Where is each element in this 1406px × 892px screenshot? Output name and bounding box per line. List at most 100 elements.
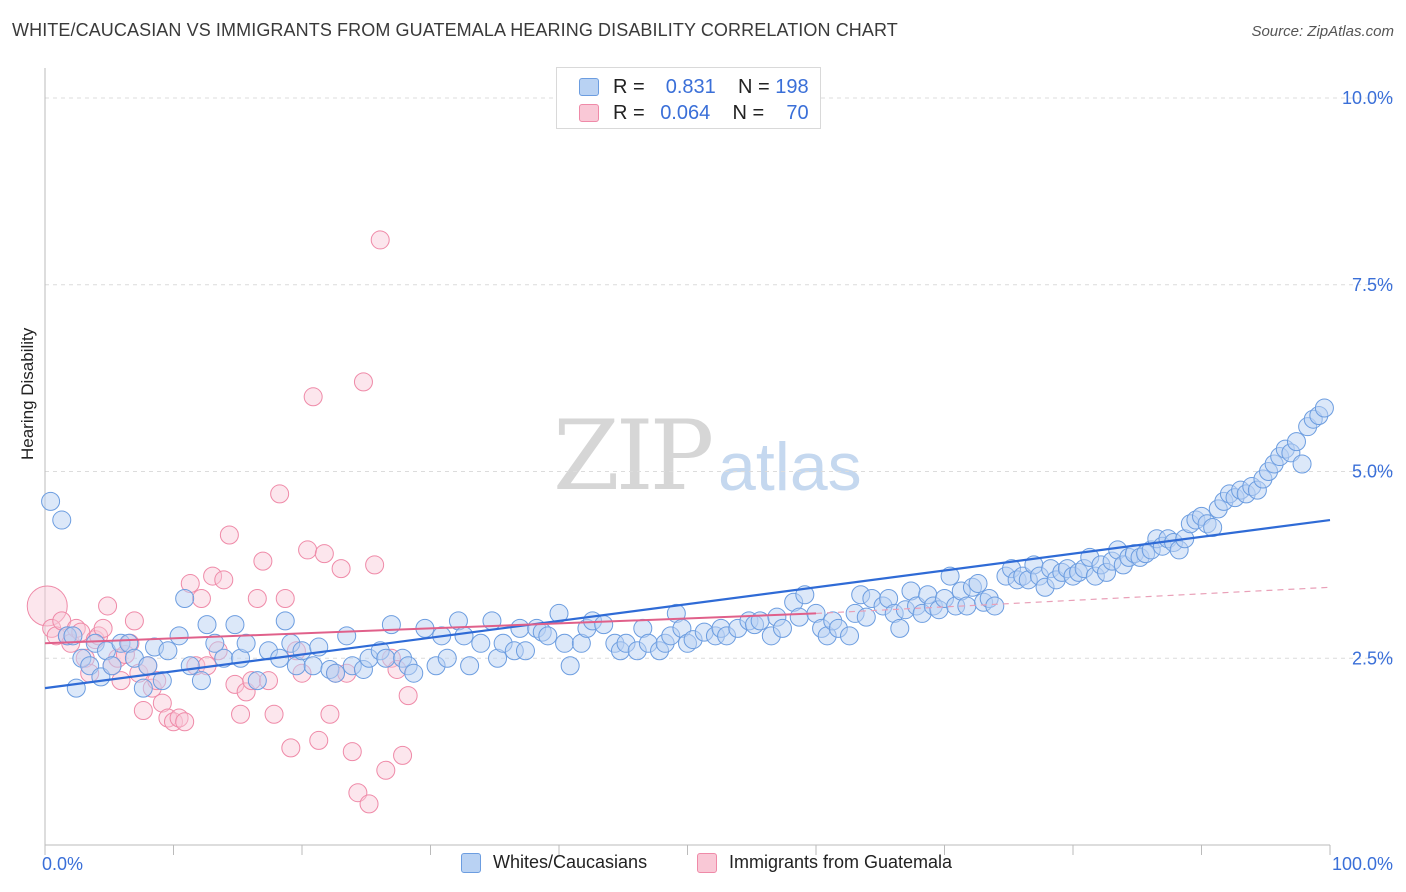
data-point: [158, 641, 178, 661]
data-point: [164, 712, 183, 732]
data-point: [270, 484, 290, 504]
data-point: [1314, 398, 1334, 418]
data-point: [404, 663, 424, 683]
bottom-legend-label: Whites/Caucasians: [493, 852, 648, 872]
data-point: [337, 626, 357, 646]
data-point: [225, 615, 245, 635]
data-point: [320, 704, 340, 724]
tick-labels: 2.5% 5.0% 7.5% 10.0% 0.0% 100.0%: [42, 88, 1393, 874]
data-point: [152, 693, 172, 713]
data-point: [219, 525, 239, 545]
data-point: [303, 387, 323, 407]
data-point: [111, 671, 131, 691]
data-point: [326, 663, 346, 683]
data-point: [247, 588, 267, 608]
data-point: [303, 656, 323, 676]
legend-n-label: N =: [738, 75, 770, 98]
y-tick-label: 2.5%: [1352, 648, 1393, 668]
data-point: [510, 618, 530, 638]
data-point: [314, 544, 334, 564]
y-tick-label: 7.5%: [1352, 275, 1393, 295]
data-point: [138, 656, 158, 676]
y-axis-label: Hearing Disability: [18, 327, 37, 460]
bottom-legend-swatch-blue: [461, 852, 481, 873]
data-point: [376, 648, 396, 668]
data-point: [236, 633, 256, 653]
data-point: [772, 618, 792, 638]
axes: [44, 68, 1331, 855]
data-point: [331, 559, 351, 579]
legend-r-value: 0.064: [660, 101, 711, 124]
watermark-zip: ZIP: [553, 400, 714, 512]
data-point: [264, 704, 284, 724]
series-immigrants-from-guatemala: [26, 230, 418, 814]
data-point: [376, 760, 396, 780]
data-point: [281, 738, 301, 758]
data-point: [169, 708, 189, 728]
data-point: [365, 555, 385, 575]
x-tick-label: 0.0%: [42, 854, 83, 874]
legend-row-whites: R = 0.831 N = 198: [579, 75, 809, 99]
legend-r-label: R =: [613, 101, 645, 124]
data-point: [231, 704, 251, 724]
legend-r-value: 0.831: [665, 75, 716, 98]
legend-row-guatemala: R = 0.064 N = 70: [579, 101, 809, 125]
watermark-atlas: atlas: [718, 429, 862, 505]
data-point: [1292, 454, 1312, 474]
legend-n-value: 198: [775, 75, 809, 98]
data-point: [515, 641, 535, 661]
data-point: [98, 596, 118, 616]
data-point: [594, 615, 614, 635]
data-point: [93, 618, 113, 638]
data-point: [191, 671, 211, 691]
data-point: [555, 633, 575, 653]
data-point: [298, 540, 318, 560]
data-point: [353, 372, 373, 392]
legend-r-label: R =: [613, 75, 645, 98]
y-tick-label: 5.0%: [1352, 462, 1393, 482]
data-point: [454, 626, 474, 646]
data-point: [840, 626, 860, 646]
data-point: [169, 626, 189, 646]
data-point: [789, 607, 809, 627]
data-point: [275, 611, 295, 631]
grid-lines: [45, 97, 1395, 659]
data-point: [342, 742, 362, 762]
legend-n-value: 70: [786, 101, 809, 124]
series-whites-caucasians: [41, 398, 1334, 698]
legend-swatch-blue: [579, 78, 599, 96]
data-point: [1203, 518, 1223, 538]
data-point: [152, 671, 172, 691]
trend-lines: [44, 518, 1331, 690]
bottom-legend-label: Immigrants from Guatemala: [729, 852, 953, 872]
data-point: [968, 574, 988, 594]
data-point: [471, 633, 491, 653]
data-point: [175, 712, 195, 732]
data-point: [175, 588, 195, 608]
data-point: [124, 611, 144, 631]
x-tick-label: 100.0%: [1332, 854, 1393, 874]
data-point: [133, 678, 153, 698]
data-point: [538, 626, 558, 646]
data-point: [253, 551, 273, 571]
data-point: [393, 745, 413, 765]
data-point: [180, 656, 200, 676]
bottom-legend-guatemala: Immigrants from Guatemala: [697, 852, 952, 873]
legend-n-label: N =: [732, 101, 765, 124]
data-point: [52, 510, 72, 530]
data-point: [398, 686, 418, 706]
data-point: [890, 618, 910, 638]
data-point: [985, 596, 1005, 616]
data-point: [856, 607, 876, 627]
data-point: [63, 626, 83, 646]
data-point: [203, 566, 223, 586]
data-point: [1286, 432, 1306, 452]
trend-line-guatemala: [44, 612, 817, 645]
y-tick-label: 10.0%: [1342, 88, 1393, 108]
data-point: [133, 701, 153, 721]
data-point: [26, 585, 68, 627]
data-point: [66, 678, 86, 698]
data-point: [560, 656, 580, 676]
bottom-legend-whites: Whites/Caucasians: [461, 852, 647, 873]
